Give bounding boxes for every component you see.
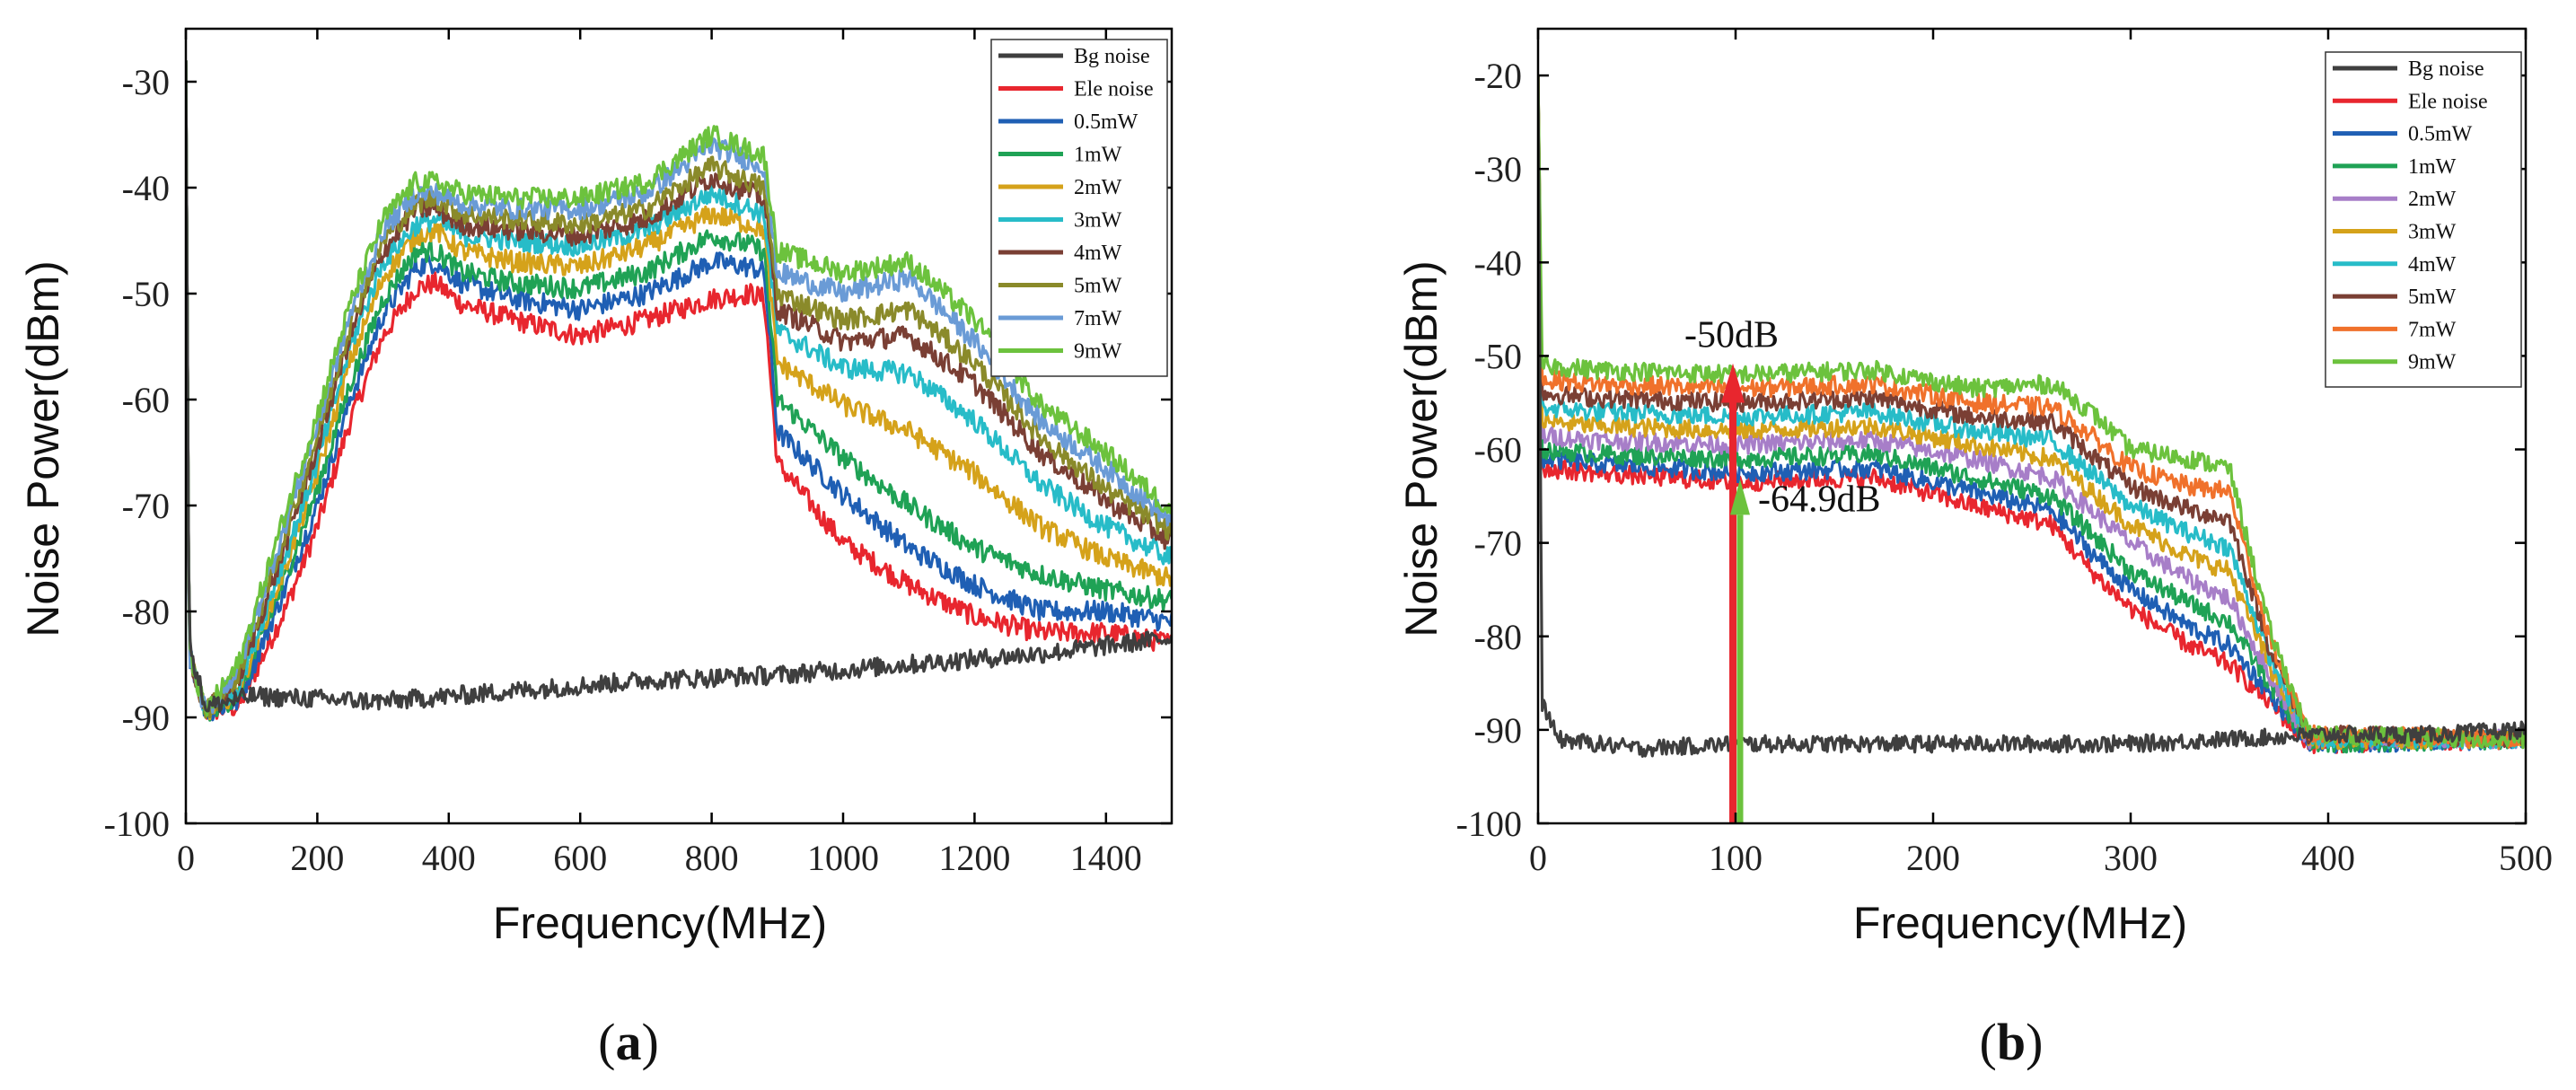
y-tick-label: -30	[122, 62, 170, 102]
x-tick-label: 400	[422, 838, 476, 878]
chart-panel-a: 0 200 400 600 800 1000 1200 1400 -100 -90 -80 -70 -6…	[18, 27, 1174, 1071]
legend-label: Bg noise	[1074, 45, 1150, 68]
arrow-red-head	[1721, 363, 1745, 403]
x-tick-label: 1400	[1070, 838, 1142, 878]
legend-label: 3mW	[2408, 221, 2457, 244]
legend-label: Ele noise	[1074, 78, 1154, 101]
series-line-0-5mw	[186, 60, 1172, 722]
series-line-5mw	[186, 60, 1172, 719]
legend-label: 5mW	[1074, 275, 1122, 298]
x-tick-label: 500	[2499, 838, 2553, 878]
legend-label: 2mW	[1074, 176, 1122, 199]
x-tick-label: 100	[1709, 838, 1763, 878]
series-line-7mw	[1538, 75, 2526, 749]
y-tick-label: -90	[1474, 710, 1522, 751]
x-axis-title: Frequency(MHz)	[1853, 898, 2187, 948]
x-tick-label: 200	[1906, 838, 1960, 878]
panel-label: (b)	[1980, 1013, 2044, 1071]
series-line-bg-noise	[1538, 75, 2526, 759]
legend-label: 1mW	[2408, 155, 2457, 179]
plot-frame	[184, 27, 1174, 825]
legend-box	[990, 39, 1168, 377]
legend-label: 4mW	[1074, 242, 1122, 265]
series-line-2mw	[186, 60, 1172, 721]
y-tick-label: -90	[122, 698, 170, 738]
legend-label: 2mW	[2408, 188, 2457, 211]
y-tick-label: -50	[122, 274, 170, 314]
y-tick-label: -70	[1474, 523, 1522, 564]
y-tick-label: -60	[122, 380, 170, 420]
y-tick-label: -80	[1474, 617, 1522, 657]
legend-label: 0.5mW	[2408, 123, 2473, 146]
legend-label: 9mW	[1074, 340, 1122, 364]
annotation-upper: -50dB	[1684, 314, 1779, 356]
panel-label: (a)	[598, 1013, 659, 1071]
x-tick-label: 200	[290, 838, 344, 878]
x-tick-label: 400	[2301, 838, 2355, 878]
y-tick-label: -40	[122, 168, 170, 208]
y-tick-label: -80	[122, 592, 170, 632]
x-tick-label: 800	[685, 838, 739, 878]
arrow-green-head	[1730, 479, 1750, 515]
legend-label: 7mW	[1074, 307, 1122, 330]
series-line-ele-noise	[186, 60, 1172, 720]
legend-label: 3mW	[1074, 209, 1122, 233]
x-tick-label: 0	[1529, 838, 1547, 878]
x-tick-label: 0	[177, 838, 195, 878]
series-line-1mw	[186, 60, 1172, 722]
series-group	[186, 60, 1172, 722]
legend-label: 0.5mW	[1074, 110, 1139, 134]
legend-label: 5mW	[2408, 286, 2457, 309]
legend-label: Bg noise	[2408, 57, 2484, 81]
plot-frame	[1536, 27, 2528, 825]
series-line-bg-noise	[186, 60, 1172, 713]
legend-label: 4mW	[2408, 253, 2457, 277]
legend: Bg noise Ele noise 0.5mW 1mW 2mW 3mW 4mW 5mW 7mW…	[990, 39, 1168, 377]
x-tick-label: 1200	[938, 838, 1010, 878]
y-tick-label: -60	[1474, 430, 1522, 470]
y-axis-title: Noise Power(dBm)	[18, 260, 68, 637]
y-tick-label: -20	[1474, 56, 1522, 96]
y-tick-label: -100	[104, 804, 170, 844]
y-tick-label: -40	[1474, 242, 1522, 283]
y-tick-label: -70	[122, 486, 170, 526]
x-tick-label: 300	[2104, 838, 2158, 878]
x-tick-label: 1000	[807, 838, 879, 878]
legend-label: 1mW	[1074, 144, 1122, 167]
y-axis-title: Noise Power(dBm)	[1396, 260, 1446, 637]
chart-panel-b: -50dB -64.9dB 0 100 200 300 400 500 -100 -90 -80 -7…	[1396, 27, 2553, 1071]
x-tick-label: 600	[553, 838, 607, 878]
series-line-7mw	[186, 60, 1172, 715]
y-tick-label: -100	[1456, 804, 1522, 844]
legend-label: Ele noise	[2408, 90, 2488, 113]
legend-label: 9mW	[2408, 351, 2457, 374]
y-tick-label: -30	[1474, 149, 1522, 189]
y-tick-label: -50	[1474, 336, 1522, 376]
series-group	[1538, 75, 2526, 759]
legend: Bg noise Ele noise 0.5mW 1mW 2mW 3mW 4mW 5mW 7mW…	[2325, 51, 2522, 388]
annotation-lower: -64.9dB	[1758, 479, 1881, 521]
legend-label: 7mW	[2408, 318, 2457, 341]
x-axis-title: Frequency(MHz)	[493, 898, 827, 948]
